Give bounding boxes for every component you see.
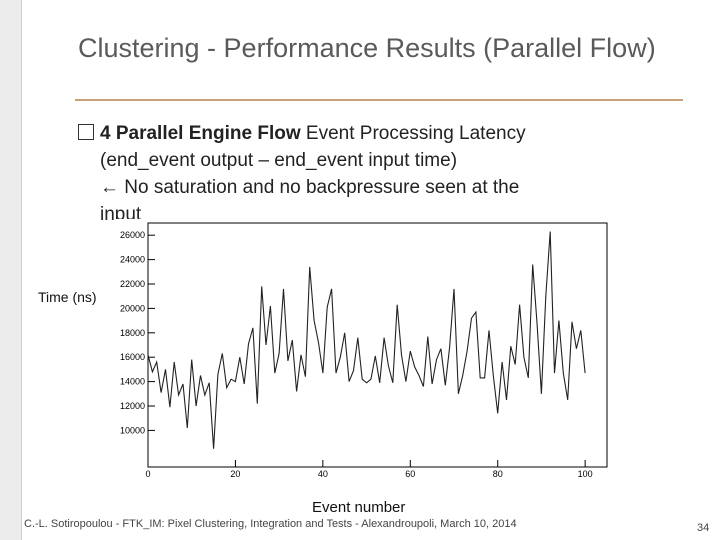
page-number: 34 (697, 522, 710, 534)
x-tick-label: 60 (405, 469, 415, 479)
x-tick-label: 100 (578, 469, 593, 479)
y-axis-label: Time (ns) (38, 289, 97, 305)
y-tick-label: 10000 (120, 425, 145, 435)
footer-text: C.-L. Sotiropoulou - FTK_IM: Pixel Clust… (24, 518, 517, 530)
checkbox-bullet-icon (78, 124, 94, 140)
slide-title: Clustering - Performance Results (Parall… (78, 33, 656, 63)
bullet-rest-text: Event Processing Latency (300, 123, 526, 144)
x-tick-label: 20 (230, 469, 240, 479)
x-tick-label: 0 (145, 469, 150, 479)
plot-frame (147, 222, 608, 468)
bullet-line-3-text: No saturation and no backpressure seen a… (119, 177, 520, 198)
bullet-line-2: (end_event output – end_event input time… (100, 150, 458, 171)
y-tick-label: 22000 (120, 279, 145, 289)
left-arrow-icon: ← (100, 177, 119, 198)
y-tick-label: 24000 (120, 255, 145, 265)
latency-plot: 10000 12000 14000 16000 18000 20000 22000 24000… (115, 219, 613, 481)
left-decor-bar (0, 0, 21, 540)
x-tick-label: 80 (493, 469, 503, 479)
left-decor-line (21, 0, 22, 540)
latency-series-line (147, 231, 586, 449)
bullet-line-1: 4 Parallel Engine Flow Event Processing … (78, 120, 688, 147)
x-tick-label: 40 (318, 469, 328, 479)
y-tick-label: 16000 (120, 352, 145, 362)
y-tick-label: 18000 (120, 328, 145, 338)
bullet-line-3: ← No saturation and no backpressure seen… (78, 174, 688, 201)
title-divider (75, 99, 683, 101)
y-tick-label: 20000 (120, 303, 145, 313)
bullet-text: 4 Parallel Engine Flow Event Processing … (78, 120, 688, 228)
x-axis-label: Event number (312, 499, 406, 516)
y-tick-label: 14000 (120, 377, 145, 387)
bullet-bold-text: 4 Parallel Engine Flow (100, 123, 301, 144)
latency-plot-svg: 10000 12000 14000 16000 18000 20000 22000 24000… (120, 222, 608, 479)
y-tick-label: 12000 (120, 401, 145, 411)
y-tick-label: 26000 (120, 230, 145, 240)
